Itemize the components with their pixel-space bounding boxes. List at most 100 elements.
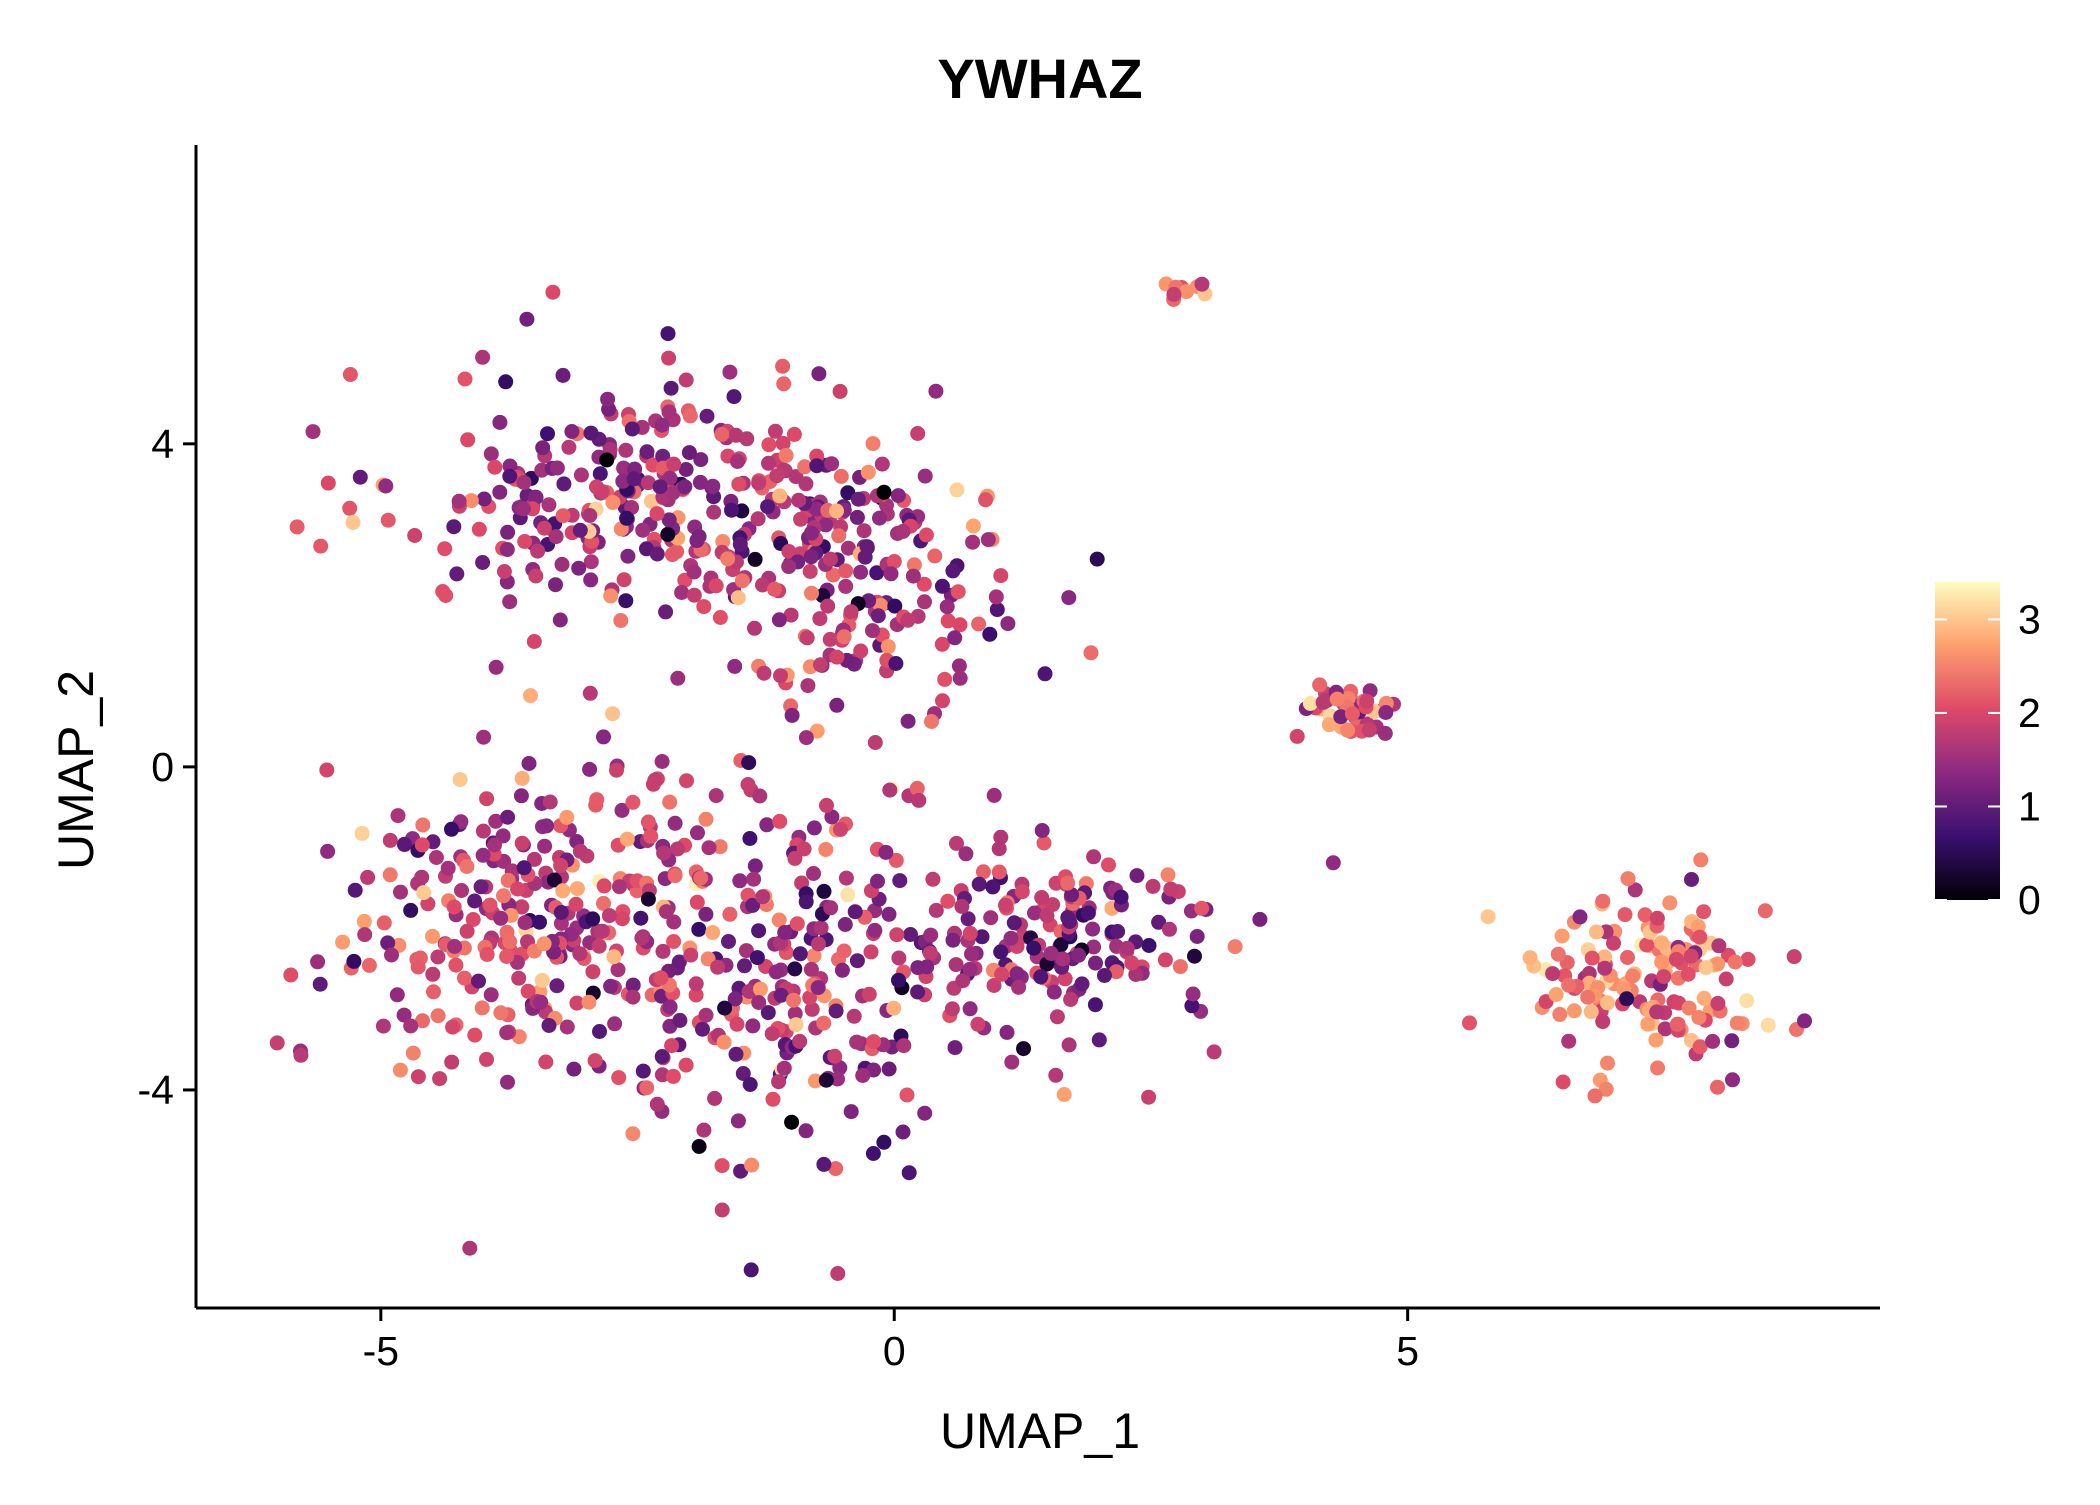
- data-point: [910, 984, 926, 1000]
- data-point: [660, 526, 676, 542]
- data-point: [447, 939, 463, 954]
- data-point: [1554, 928, 1570, 944]
- data-point: [462, 1240, 478, 1256]
- data-point: [1088, 955, 1103, 971]
- data-point: [1063, 992, 1079, 1007]
- data-point: [549, 978, 565, 994]
- data-point: [775, 435, 791, 451]
- data-point: [1085, 921, 1101, 937]
- data-point: [654, 1067, 670, 1083]
- data-point: [813, 657, 828, 673]
- data-point: [895, 523, 911, 539]
- data-point-low-expression: [691, 1139, 707, 1154]
- data-point: [744, 1157, 760, 1173]
- x-tick-label: -5: [363, 1328, 399, 1374]
- data-point: [652, 479, 668, 495]
- data-point: [1710, 995, 1726, 1011]
- data-point: [849, 509, 865, 525]
- data-point: [838, 578, 854, 594]
- data-point: [792, 946, 808, 962]
- data-point: [520, 983, 536, 999]
- data-point: [620, 548, 636, 564]
- data-point: [1639, 937, 1655, 953]
- data-point: [555, 367, 571, 383]
- colorbar-tick-label: 0: [2018, 877, 2041, 923]
- data-point: [1725, 1072, 1740, 1088]
- data-point: [513, 788, 529, 804]
- data-point: [767, 423, 783, 439]
- data-point: [923, 927, 939, 943]
- x-tick-label: 0: [883, 1328, 906, 1374]
- data-point: [786, 992, 801, 1008]
- data-point: [1145, 878, 1161, 894]
- data-point: [729, 1016, 745, 1032]
- data-point: [448, 957, 464, 973]
- data-point: [289, 519, 305, 535]
- data-point: [635, 1063, 651, 1079]
- data-point: [1740, 951, 1756, 967]
- data-point: [777, 925, 793, 940]
- data-point: [473, 879, 489, 895]
- data-point: [1681, 1000, 1697, 1016]
- data-point: [498, 374, 514, 390]
- data-point: [432, 1071, 448, 1087]
- data-point: [1119, 940, 1135, 956]
- data-point: [707, 1090, 723, 1106]
- data-point: [452, 772, 468, 788]
- data-point: [444, 1054, 460, 1070]
- data-point: [822, 631, 838, 647]
- data-point: [382, 832, 398, 848]
- data-point: [816, 1156, 832, 1172]
- data-point: [909, 780, 925, 796]
- data-point: [619, 831, 635, 847]
- data-point: [662, 999, 678, 1015]
- data-point: [523, 688, 538, 704]
- data-point: [993, 944, 1009, 960]
- data-point: [352, 469, 368, 485]
- data-point: [487, 837, 502, 853]
- data-point: [1617, 907, 1633, 923]
- data-point: [752, 788, 768, 804]
- data-point: [1649, 1004, 1665, 1020]
- data-point: [1619, 991, 1635, 1007]
- data-point: [1710, 956, 1726, 972]
- data-point: [661, 350, 677, 366]
- data-point: [625, 977, 641, 993]
- data-point: [883, 566, 899, 582]
- data-point: [833, 468, 849, 484]
- data-point: [1091, 1032, 1107, 1048]
- data-point: [496, 888, 511, 904]
- data-point: [459, 923, 475, 939]
- data-point: [1071, 947, 1087, 963]
- colorbar-tick-label: 3: [2018, 596, 2041, 642]
- data-point: [640, 891, 656, 907]
- data-point: [537, 838, 553, 854]
- data-point: [747, 620, 762, 636]
- data-point: [812, 611, 828, 627]
- data-point: [451, 493, 467, 509]
- data-point: [781, 559, 797, 575]
- data-point: [666, 456, 682, 472]
- data-point: [693, 452, 709, 468]
- data-point: [1561, 1033, 1577, 1049]
- data-point: [944, 1001, 960, 1017]
- data-point: [935, 693, 950, 709]
- data-point: [832, 383, 848, 399]
- data-point: [1710, 1079, 1725, 1095]
- data-point: [600, 391, 616, 407]
- data-point: [1194, 900, 1210, 916]
- data-point: [722, 906, 738, 922]
- data-point: [811, 936, 826, 952]
- data-point: [1016, 1041, 1031, 1057]
- data-point: [855, 1068, 871, 1083]
- data-point: [678, 462, 694, 477]
- data-point: [616, 572, 632, 588]
- data-point: [739, 431, 755, 447]
- data-point: [499, 542, 515, 557]
- data-point: [683, 947, 699, 963]
- data-point: [776, 1060, 792, 1076]
- data-point: [870, 608, 886, 624]
- data-point: [803, 525, 819, 541]
- data-point: [1329, 691, 1345, 707]
- data-point: [1760, 1017, 1776, 1033]
